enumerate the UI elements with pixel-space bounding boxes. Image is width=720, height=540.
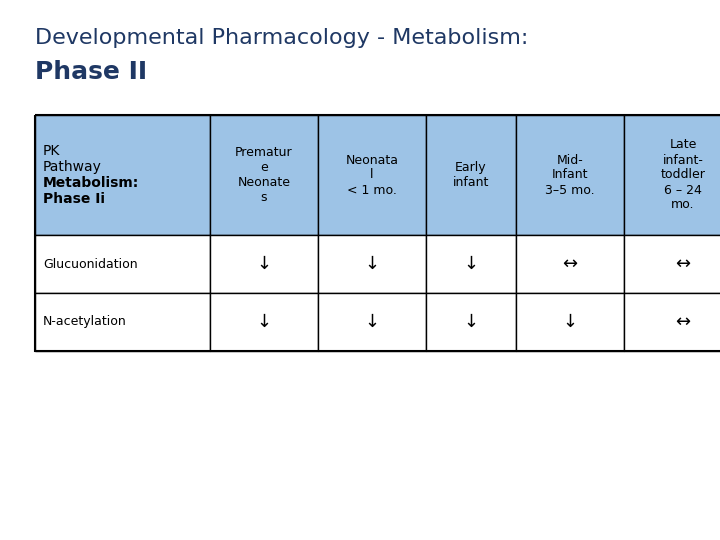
- Bar: [35, 115, 720, 351]
- Text: Prematur
e
Neonate
s: Prematur e Neonate s: [235, 146, 293, 204]
- Text: Glucuonidation: Glucuonidation: [43, 258, 138, 271]
- Bar: [516, 235, 624, 293]
- Text: ↓: ↓: [464, 255, 479, 273]
- Text: N-acetylation: N-acetylation: [43, 315, 127, 328]
- Bar: [318, 293, 426, 351]
- Bar: [624, 293, 720, 351]
- Text: Phase Ii: Phase Ii: [43, 192, 105, 206]
- Bar: [35, 115, 210, 235]
- Text: Mid-
Infant
3–5 mo.: Mid- Infant 3–5 mo.: [545, 153, 595, 197]
- Bar: [35, 235, 210, 293]
- Text: Phase II: Phase II: [35, 60, 147, 84]
- Text: Developmental Pharmacology - Metabolism:: Developmental Pharmacology - Metabolism:: [35, 28, 528, 48]
- Bar: [426, 235, 516, 293]
- Text: ↓: ↓: [364, 313, 379, 331]
- Text: Pathway: Pathway: [43, 160, 102, 174]
- Bar: [210, 293, 318, 351]
- Text: ↔: ↔: [675, 313, 690, 331]
- Text: ↔: ↔: [562, 255, 577, 273]
- Text: Metabolism:: Metabolism:: [43, 176, 139, 190]
- Text: Neonata
l
< 1 mo.: Neonata l < 1 mo.: [346, 153, 398, 197]
- Bar: [318, 235, 426, 293]
- Bar: [624, 115, 720, 235]
- Text: Early
infant: Early infant: [453, 161, 489, 189]
- Bar: [35, 293, 210, 351]
- Text: ↓: ↓: [464, 313, 479, 331]
- Bar: [624, 235, 720, 293]
- Text: ↓: ↓: [256, 255, 271, 273]
- Text: ↓: ↓: [256, 313, 271, 331]
- Text: PK: PK: [43, 144, 60, 158]
- Bar: [318, 115, 426, 235]
- Bar: [516, 293, 624, 351]
- Text: ↔: ↔: [675, 255, 690, 273]
- Text: ↓: ↓: [562, 313, 577, 331]
- Text: ↓: ↓: [364, 255, 379, 273]
- Bar: [426, 115, 516, 235]
- Bar: [426, 293, 516, 351]
- Bar: [210, 115, 318, 235]
- Bar: [516, 115, 624, 235]
- Text: Late
infant-
toddler
6 – 24
mo.: Late infant- toddler 6 – 24 mo.: [660, 138, 706, 212]
- Bar: [210, 235, 318, 293]
